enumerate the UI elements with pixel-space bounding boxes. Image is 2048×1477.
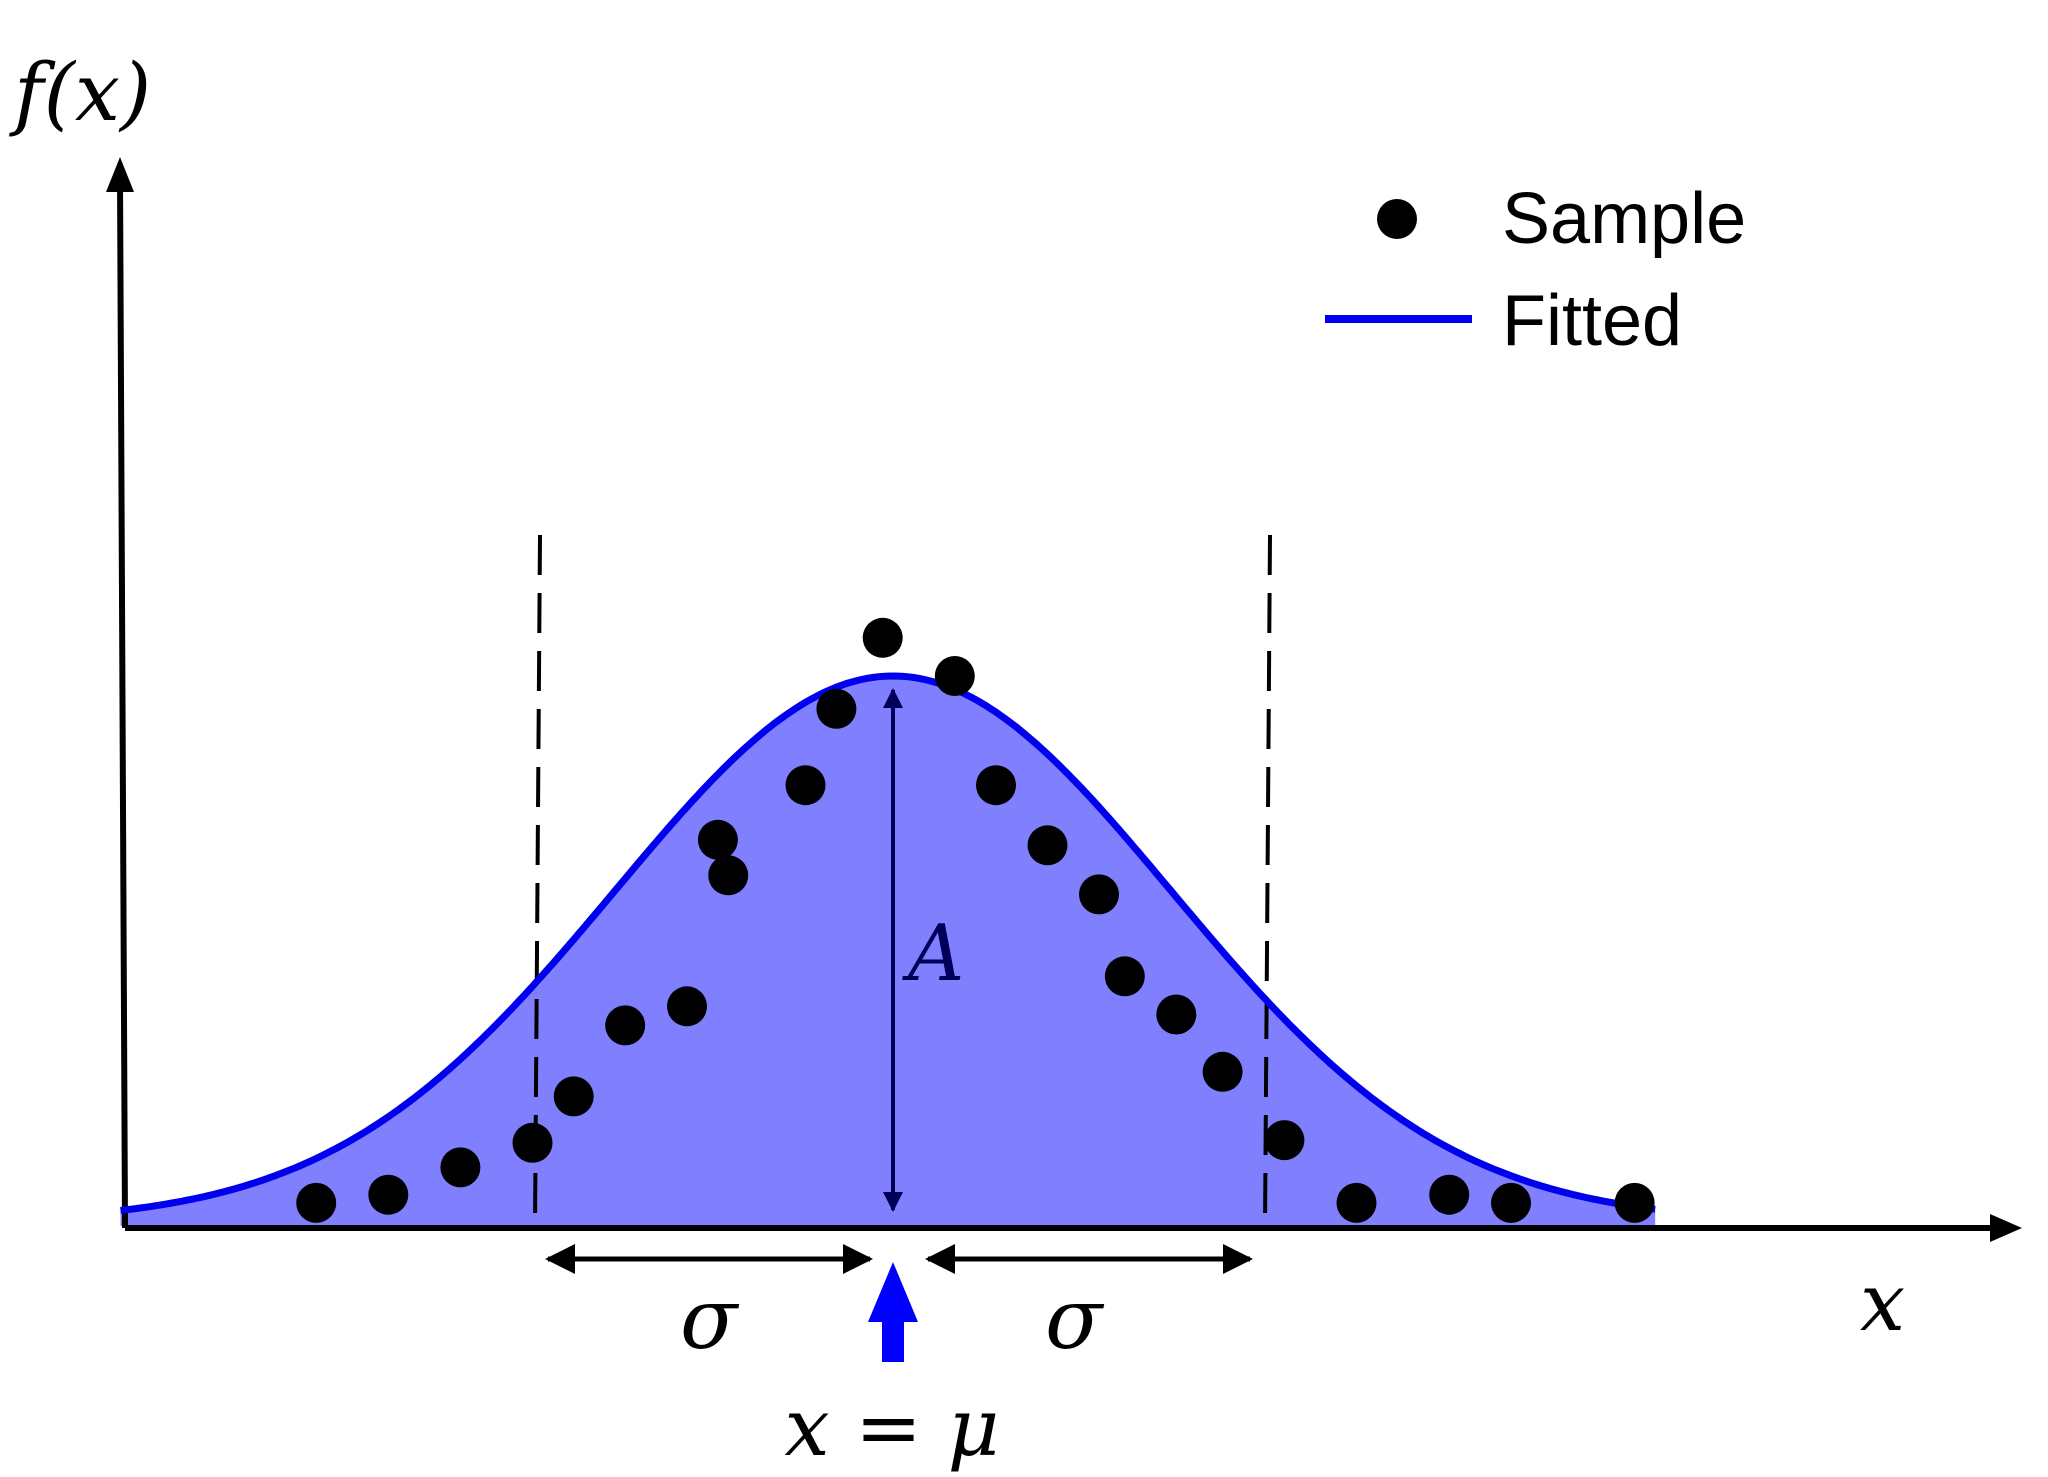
sample-point <box>605 1005 646 1046</box>
sample-point <box>1156 994 1197 1035</box>
amplitude-label: A <box>902 909 964 999</box>
mean-label: x = μ <box>785 1381 1000 1474</box>
y-axis-label: f(x) <box>9 46 151 139</box>
sample-point <box>1104 956 1145 997</box>
sample-point <box>1336 1182 1377 1223</box>
x-axis-label: x <box>1860 1256 1905 1349</box>
sample-point <box>1491 1182 1531 1223</box>
y-axis <box>117 177 128 1229</box>
sample-points <box>296 617 1655 1223</box>
sample-point <box>667 986 707 1027</box>
y-axis-arrowhead <box>106 157 134 192</box>
sample-point <box>862 617 903 658</box>
sample-point <box>816 688 857 729</box>
sample-point <box>440 1147 481 1188</box>
sample-point <box>934 656 975 696</box>
legend-sample-label: Sample <box>1502 179 1746 259</box>
legend-sample-marker <box>1377 199 1417 239</box>
sample-point <box>1429 1174 1470 1215</box>
sample-point <box>976 765 1016 806</box>
legend: Sample Fitted <box>1325 179 1746 361</box>
sample-point <box>512 1122 553 1163</box>
sample-point <box>553 1076 594 1117</box>
sample-point <box>1202 1051 1243 1092</box>
sigma-left-label: σ <box>680 1270 740 1368</box>
sample-point <box>1027 825 1068 866</box>
sample-point <box>1079 874 1119 915</box>
sigma-right-label: σ <box>1045 1270 1105 1368</box>
sample-point <box>785 765 826 806</box>
sample-point <box>708 855 749 896</box>
sample-point <box>1264 1120 1305 1161</box>
sample-point <box>368 1174 409 1215</box>
mean-arrow <box>868 1262 918 1362</box>
sample-point <box>1614 1182 1655 1223</box>
x-axis-arrowhead <box>1990 1214 2022 1242</box>
sample-point <box>697 819 738 860</box>
sample-point <box>296 1182 337 1223</box>
fitted-curve <box>120 672 1656 1214</box>
legend-fitted-label: Fitted <box>1502 281 1682 361</box>
